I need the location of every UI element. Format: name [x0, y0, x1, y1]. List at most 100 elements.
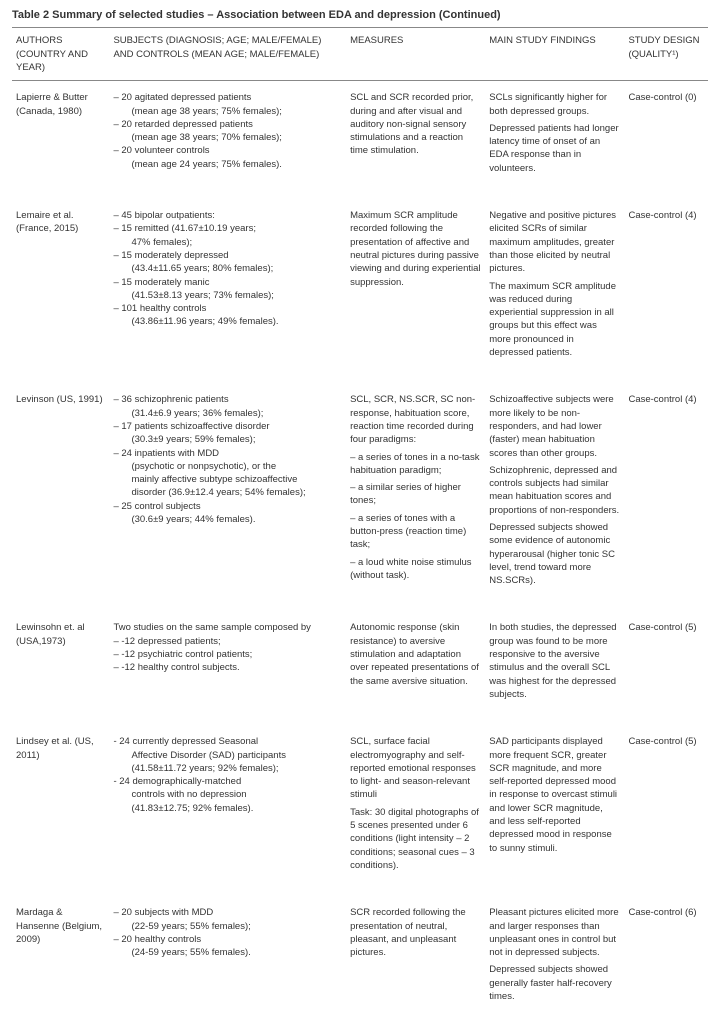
cell-design: Case-control (5) — [624, 611, 708, 725]
findings-line: Depressed subjects showed some evidence … — [489, 521, 620, 587]
cell-measures: Autonomic response (skin resistance) to … — [346, 611, 485, 725]
subject-line: (psychotic or nonpsychotic), or the — [113, 460, 342, 473]
subject-line: - 24 currently depressed Seasonal — [113, 735, 342, 748]
subject-line: (41.83±12.75; 92% females). — [113, 802, 342, 815]
header-authors: AUTHORS (COUNTRY AND YEAR) — [12, 28, 109, 81]
findings-line: SCLs significantly higher for both depre… — [489, 91, 620, 118]
subject-line: (31.4±6.9 years; 36% females); — [113, 407, 342, 420]
subject-line: (mean age 24 years; 75% females). — [113, 158, 342, 171]
table-container: Table 2 Summary of selected studies – As… — [0, 0, 720, 1035]
subject-line: – -12 psychiatric control patients; — [113, 648, 342, 661]
measures-line: – a series of tones in a no-task habitua… — [350, 451, 481, 478]
cell-measures: SCL, SCR, NS.SCR, SC non-response, habit… — [346, 383, 485, 611]
measures-line: Task: 30 digital photographs of 5 scenes… — [350, 806, 481, 872]
findings-line: Depressed patients had longer latency ti… — [489, 122, 620, 175]
cell-design: Case-control (5) — [624, 725, 708, 896]
cell-design: Case-control (4) — [624, 199, 708, 383]
cell-measures: SCL, surface facial electromyography and… — [346, 725, 485, 896]
cell-findings: In both studies, the depressed group was… — [485, 611, 624, 725]
measures-line: Autonomic response (skin resistance) to … — [350, 621, 481, 687]
subject-line: - 24 demographically-matched — [113, 775, 342, 788]
measures-line: – a loud white noise stimulus (without t… — [350, 556, 481, 583]
subject-line: disorder (36.9±12.4 years; 54% females); — [113, 486, 342, 499]
cell-authors: Lewinsohn et. al (USA,1973) — [12, 611, 109, 725]
subject-line: – 25 control subjects — [113, 500, 342, 513]
findings-line: In both studies, the depressed group was… — [489, 621, 620, 701]
subject-line: – 36 schizophrenic patients — [113, 393, 342, 406]
subject-line: (mean age 38 years; 70% females); — [113, 131, 342, 144]
table-row: Lapierre & Butter (Canada, 1980)– 20 agi… — [12, 81, 708, 199]
cell-authors: Lapierre & Butter (Canada, 1980) — [12, 81, 109, 199]
subject-line: – 24 inpatients with MDD — [113, 447, 342, 460]
measures-line: – a similar series of higher tones; — [350, 481, 481, 508]
subject-line: (24-59 years; 55% females). — [113, 946, 342, 959]
subject-line: (43.86±11.96 years; 49% females). — [113, 315, 342, 328]
cell-subjects: – 20 subjects with MDD(22-59 years; 55% … — [109, 896, 346, 1027]
measures-line: Maximum SCR amplitude recorded following… — [350, 209, 481, 289]
cell-findings: Negative and positive pictures elicited … — [485, 199, 624, 383]
subject-line: – 15 moderately depressed — [113, 249, 342, 262]
subject-line: (43.4±11.65 years; 80% females); — [113, 262, 342, 275]
table-row: Mardaga & Hansenne (Belgium, 2009)– 20 s… — [12, 896, 708, 1027]
findings-line: Depressed subjects showed generally fast… — [489, 963, 620, 1003]
findings-line: Negative and positive pictures elicited … — [489, 209, 620, 275]
header-design: STUDY DESIGN (QUALITY¹) — [624, 28, 708, 81]
subject-line: – 17 patients schizoaffective disorder — [113, 420, 342, 433]
subject-line: Affective Disorder (SAD) participants — [113, 749, 342, 762]
cell-subjects: Two studies on the same sample composed … — [109, 611, 346, 725]
subject-line: – 20 retarded depressed patients — [113, 118, 342, 131]
table-row: Lindsey et al. (US, 2011)- 24 currently … — [12, 725, 708, 896]
header-measures: MEASURES — [346, 28, 485, 81]
cell-subjects: - 24 currently depressed SeasonalAffecti… — [109, 725, 346, 896]
table-body: Lapierre & Butter (Canada, 1980)– 20 agi… — [12, 81, 708, 1028]
subject-line: (mean age 38 years; 75% females); — [113, 105, 342, 118]
table-row: Lewinsohn et. al (USA,1973) Two studies o… — [12, 611, 708, 725]
cell-subjects: – 45 bipolar outpatients:– 15 remitted (… — [109, 199, 346, 383]
table-caption: Table 2 Summary of selected studies – As… — [12, 8, 708, 23]
cell-findings: SCLs significantly higher for both depre… — [485, 81, 624, 199]
cell-subjects: – 36 schizophrenic patients(31.4±6.9 yea… — [109, 383, 346, 611]
measures-line: SCR recorded following the presentation … — [350, 906, 481, 959]
subject-line: – 20 subjects with MDD — [113, 906, 342, 919]
measures-line: SCL, surface facial electromyography and… — [350, 735, 481, 801]
cell-measures: Maximum SCR amplitude recorded following… — [346, 199, 485, 383]
subject-line: (41.53±8.13 years; 73% females); — [113, 289, 342, 302]
header-subjects: SUBJECTS (DIAGNOSIS; AGE; MALE/FEMALE) A… — [109, 28, 346, 81]
table-row: Lemaire et al. (France, 2015)– 45 bipola… — [12, 199, 708, 383]
cell-authors: Levinson (US, 1991) — [12, 383, 109, 611]
cell-authors: Lemaire et al. (France, 2015) — [12, 199, 109, 383]
subject-line: Two studies on the same sample composed … — [113, 621, 342, 634]
cell-design: Case-control (6) — [624, 896, 708, 1027]
table-row: Levinson (US, 1991)– 36 schizophrenic pa… — [12, 383, 708, 611]
cell-findings: Schizoaffective subjects were more likel… — [485, 383, 624, 611]
subject-line: – 101 healthy controls — [113, 302, 342, 315]
subject-line: – 20 volunteer controls — [113, 144, 342, 157]
cell-findings: SAD participants displayed more frequent… — [485, 725, 624, 896]
header-findings: MAIN STUDY FINDINGS — [485, 28, 624, 81]
table-header-row: AUTHORS (COUNTRY AND YEAR) SUBJECTS (DIA… — [12, 28, 708, 81]
measures-line: SCL, SCR, NS.SCR, SC non-response, habit… — [350, 393, 481, 446]
cell-subjects: – 20 agitated depressed patients(mean ag… — [109, 81, 346, 199]
subject-line: controls with no depression — [113, 788, 342, 801]
subject-line: (30.6±9 years; 44% females). — [113, 513, 342, 526]
findings-line: Schizoaffective subjects were more likel… — [489, 393, 620, 459]
cell-findings: Pleasant pictures elicited more and larg… — [485, 896, 624, 1027]
cell-measures: SCL and SCR recorded prior, during and a… — [346, 81, 485, 199]
findings-line: The maximum SCR amplitude was reduced du… — [489, 280, 620, 360]
cell-design: Case-control (0) — [624, 81, 708, 199]
findings-line: SAD participants displayed more frequent… — [489, 735, 620, 855]
subject-line: 47% females); — [113, 236, 342, 249]
cell-authors: Lindsey et al. (US, 2011) — [12, 725, 109, 896]
subject-line: – 15 remitted (41.67±10.19 years; — [113, 222, 342, 235]
findings-line: Schizophrenic, depressed and controls su… — [489, 464, 620, 517]
measures-line: SCL and SCR recorded prior, during and a… — [350, 91, 481, 157]
subject-line: – 20 healthy controls — [113, 933, 342, 946]
subject-line: (41.58±11.72 years; 92% females); — [113, 762, 342, 775]
studies-table: AUTHORS (COUNTRY AND YEAR) SUBJECTS (DIA… — [12, 27, 708, 1027]
subject-line: – -12 depressed patients; — [113, 635, 342, 648]
cell-design: Case-control (4) — [624, 383, 708, 611]
subject-line: (30.3±9 years; 59% females); — [113, 433, 342, 446]
subject-line: – 20 agitated depressed patients — [113, 91, 342, 104]
measures-line: – a series of tones with a button-press … — [350, 512, 481, 552]
findings-line: Pleasant pictures elicited more and larg… — [489, 906, 620, 959]
